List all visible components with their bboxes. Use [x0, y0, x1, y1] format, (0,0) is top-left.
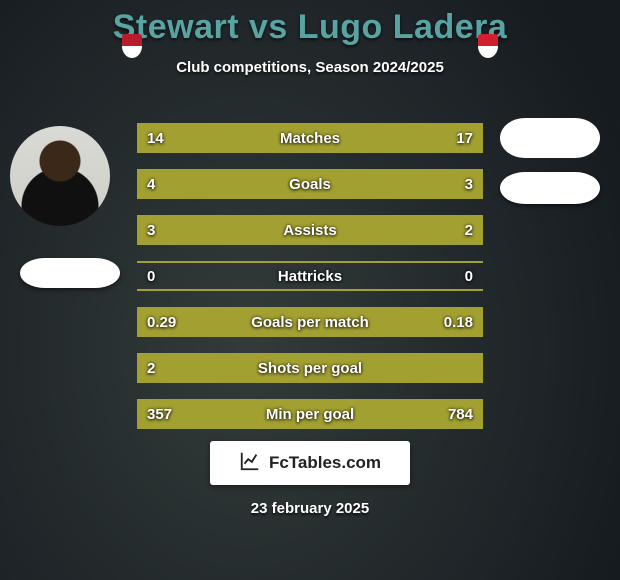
bar-fill-left [137, 309, 352, 335]
stat-label: Hattricks [137, 263, 483, 289]
infographic: Stewart vs Lugo Ladera Club competitions… [0, 0, 620, 580]
brand-text: FcTables.com [269, 453, 381, 473]
stat-row: 0.290.18Goals per match [137, 307, 483, 337]
brand-badge: FcTables.com [210, 441, 410, 485]
stat-value-right: 0 [465, 263, 473, 289]
bar-fill-right [345, 217, 483, 243]
bar-fill-left [137, 217, 345, 243]
stat-row: 0 0Hattricks [137, 261, 483, 291]
stat-row: 357784Min per goal [137, 399, 483, 429]
player-right-flag-oval [500, 172, 600, 204]
player-right-placeholder-oval [500, 118, 600, 158]
stat-row: 32Assists [137, 215, 483, 245]
stat-row: 43Goals [137, 169, 483, 199]
stat-value-left: 0 [147, 263, 155, 289]
page-subtitle: Club competitions, Season 2024/2025 [0, 59, 620, 76]
page-title: Stewart vs Lugo Ladera [0, 0, 620, 47]
chart-icon [239, 450, 261, 477]
bar-fill-left [137, 401, 244, 427]
bar-fill-left [137, 355, 483, 381]
club-badge-left [122, 34, 142, 58]
footer-date: 23 february 2025 [0, 500, 620, 517]
bar-fill-left [137, 171, 334, 197]
bar-fill-right [352, 309, 483, 335]
bar-fill-right [334, 171, 483, 197]
bar-fill-left [137, 125, 293, 151]
bar-fill-right [293, 125, 483, 151]
stat-row: 1417Matches [137, 123, 483, 153]
club-badge-right [478, 34, 498, 58]
bar-fill-right [244, 401, 483, 427]
player-left-avatar [10, 126, 110, 226]
player-left-flag-oval [20, 258, 120, 288]
comparison-bars: 1417Matches 43Goals 32Assists 0 0Hattricks 0.… [137, 123, 483, 445]
stat-row: 2Shots per goal [137, 353, 483, 383]
